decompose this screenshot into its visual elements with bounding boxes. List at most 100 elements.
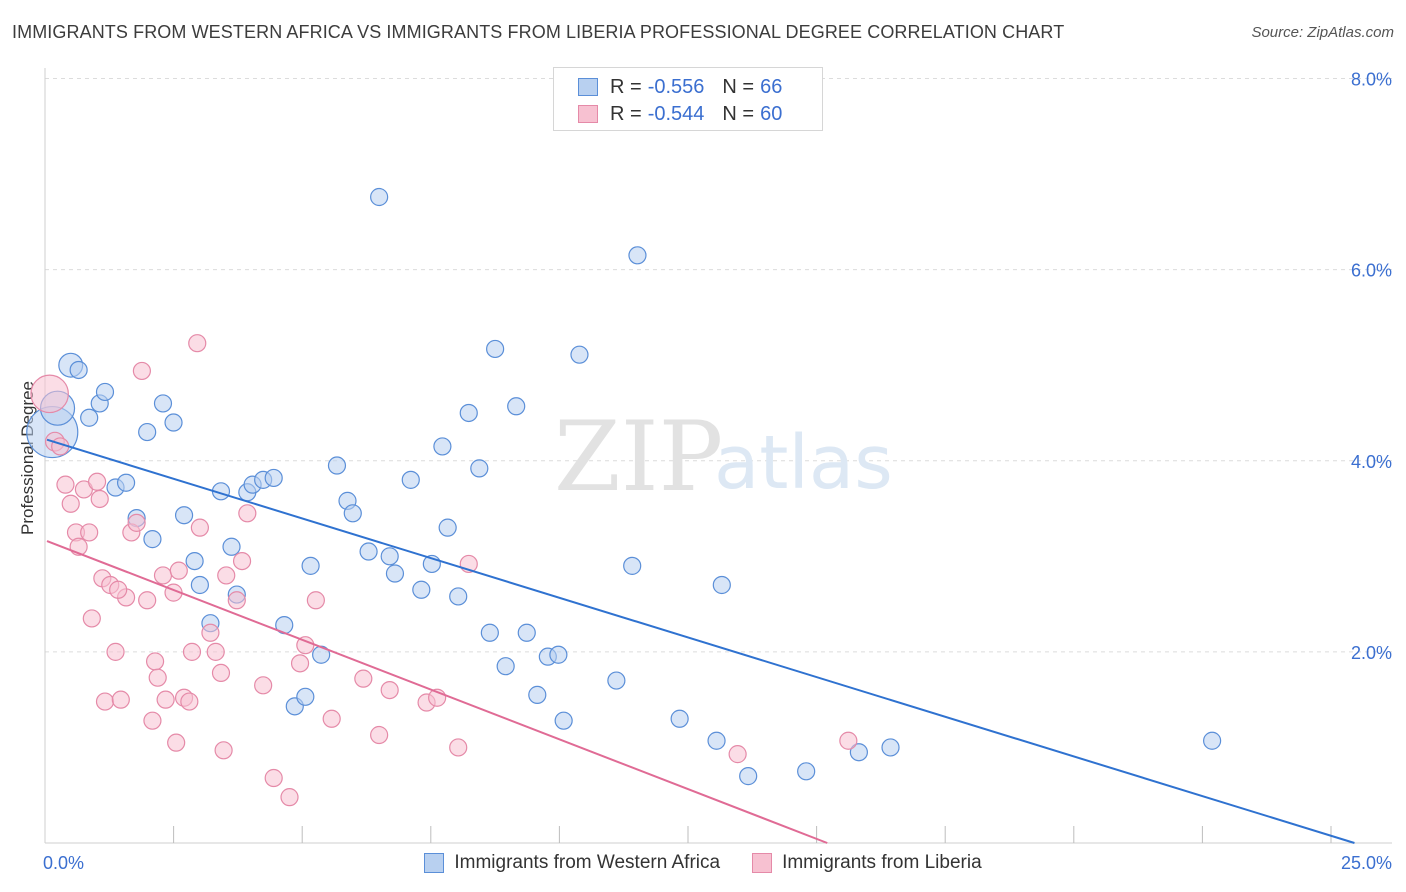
data-point-western-africa bbox=[470, 459, 489, 478]
data-point-western-africa bbox=[380, 547, 399, 566]
data-point-western-africa bbox=[507, 397, 526, 416]
data-point-western-africa bbox=[517, 623, 536, 642]
data-point-western-africa bbox=[554, 711, 573, 730]
data-point-western-africa bbox=[707, 731, 726, 750]
n-value: 66 bbox=[760, 75, 783, 98]
data-point-liberia bbox=[188, 334, 207, 353]
data-point-liberia bbox=[182, 642, 202, 661]
data-point-western-africa bbox=[95, 382, 115, 402]
r-value: -0.544 bbox=[647, 102, 705, 125]
data-point-liberia bbox=[111, 690, 130, 709]
x-tick-label-max: 25.0% bbox=[1341, 853, 1392, 873]
data-point-liberia bbox=[180, 692, 199, 711]
trend-lines bbox=[46, 438, 1355, 844]
data-point-liberia bbox=[143, 711, 162, 730]
n-label: N = bbox=[722, 102, 755, 125]
data-point-western-africa bbox=[143, 530, 162, 549]
data-point-western-africa bbox=[385, 564, 405, 583]
data-point-liberia bbox=[109, 580, 128, 599]
legend-swatch-blue bbox=[424, 853, 445, 873]
n-value: 60 bbox=[760, 102, 783, 125]
data-point-liberia bbox=[106, 642, 125, 661]
data-point-western-africa bbox=[222, 537, 241, 556]
trend-line-western-africa bbox=[46, 438, 1355, 844]
data-point-liberia bbox=[322, 709, 341, 728]
data-point-liberia bbox=[30, 374, 69, 414]
trend-line-liberia bbox=[46, 540, 828, 844]
data-point-western-africa bbox=[190, 575, 209, 595]
data-point-liberia bbox=[190, 518, 209, 537]
data-point-liberia bbox=[82, 609, 101, 628]
watermark-zip: ZIP bbox=[554, 401, 723, 513]
chart-title: IMMIGRANTS FROM WESTERN AFRICA VS IMMIGR… bbox=[12, 22, 1065, 42]
data-point-liberia bbox=[90, 489, 109, 509]
data-point-western-africa bbox=[628, 246, 647, 265]
source-label: Source: ZipAtlas.com bbox=[1251, 24, 1394, 41]
data-point-liberia bbox=[264, 768, 283, 788]
data-point-liberia bbox=[214, 741, 233, 760]
data-point-liberia bbox=[211, 663, 231, 682]
data-point-western-africa bbox=[623, 556, 642, 575]
data-point-western-africa bbox=[607, 671, 626, 690]
data-point-western-africa bbox=[849, 743, 868, 762]
data-point-liberia bbox=[61, 494, 80, 513]
legend-item-western-africa[interactable]: Immigrants from Western Africa bbox=[424, 852, 720, 874]
data-point-liberia bbox=[306, 591, 325, 610]
legend-swatch-pink bbox=[578, 105, 598, 123]
data-point-liberia bbox=[280, 788, 299, 807]
data-point-western-africa bbox=[739, 767, 758, 786]
data-point-western-africa bbox=[459, 403, 478, 423]
stats-row-western-africa: R = -0.556 N = 66 bbox=[578, 76, 782, 98]
data-point-liberia bbox=[206, 642, 225, 661]
data-point-western-africa bbox=[69, 360, 88, 380]
data-point-western-africa bbox=[343, 504, 362, 523]
data-point-western-africa bbox=[412, 580, 431, 599]
r-value: -0.556 bbox=[647, 75, 705, 98]
legend-label: Immigrants from Western Africa bbox=[454, 852, 721, 873]
data-point-liberia bbox=[80, 523, 99, 542]
data-point-liberia bbox=[380, 680, 399, 700]
y-tick-label: 8.0% bbox=[1351, 70, 1392, 90]
data-point-liberia bbox=[56, 475, 75, 494]
data-point-western-africa bbox=[528, 685, 547, 704]
data-point-liberia bbox=[87, 472, 107, 491]
data-point-western-africa bbox=[449, 587, 468, 606]
series-legend: Immigrants from Western Africa Immigrant… bbox=[0, 852, 1406, 874]
r-label: R = bbox=[610, 75, 642, 98]
data-point-western-africa bbox=[480, 623, 499, 642]
data-point-western-africa bbox=[359, 542, 378, 561]
legend-label: Immigrants from Liberia bbox=[782, 852, 982, 873]
data-point-liberia bbox=[169, 561, 188, 580]
legend-item-liberia[interactable]: Immigrants from Liberia bbox=[752, 852, 982, 874]
legend-swatch-blue bbox=[578, 78, 598, 96]
data-point-western-africa bbox=[264, 468, 283, 488]
data-point-liberia bbox=[201, 623, 220, 642]
data-point-western-africa bbox=[80, 408, 99, 427]
data-point-western-africa bbox=[164, 413, 183, 432]
data-point-liberia bbox=[145, 652, 165, 671]
data-point-liberia bbox=[127, 513, 146, 532]
y-tick-label: 6.0% bbox=[1351, 261, 1392, 281]
tick-labels: 2.0% 4.0% 6.0% 8.0% 0.0% 25.0% bbox=[43, 70, 1392, 874]
data-point-western-africa bbox=[138, 422, 157, 442]
data-point-western-africa bbox=[433, 437, 452, 456]
watermark: ZIP atlas bbox=[554, 401, 893, 513]
data-point-western-africa bbox=[401, 470, 420, 489]
data-point-liberia bbox=[232, 551, 252, 571]
data-point-liberia bbox=[449, 738, 468, 757]
data-point-western-africa bbox=[153, 394, 173, 413]
legend-swatch-pink bbox=[752, 853, 773, 873]
data-point-liberia bbox=[153, 566, 173, 585]
watermark-atlas: atlas bbox=[714, 420, 893, 506]
y-tick-label: 2.0% bbox=[1351, 643, 1392, 663]
data-point-western-africa bbox=[185, 551, 204, 571]
data-point-liberia bbox=[167, 733, 186, 752]
data-point-liberia bbox=[254, 676, 273, 695]
data-point-western-africa bbox=[496, 657, 515, 676]
data-point-liberia bbox=[370, 725, 389, 745]
y-tick-label: 4.0% bbox=[1351, 452, 1392, 472]
x-tick-label-min: 0.0% bbox=[43, 853, 84, 873]
grid-lines bbox=[45, 78, 1392, 653]
stats-legend: R = -0.556 N = 66 R = -0.544 N = 60 bbox=[553, 67, 823, 131]
